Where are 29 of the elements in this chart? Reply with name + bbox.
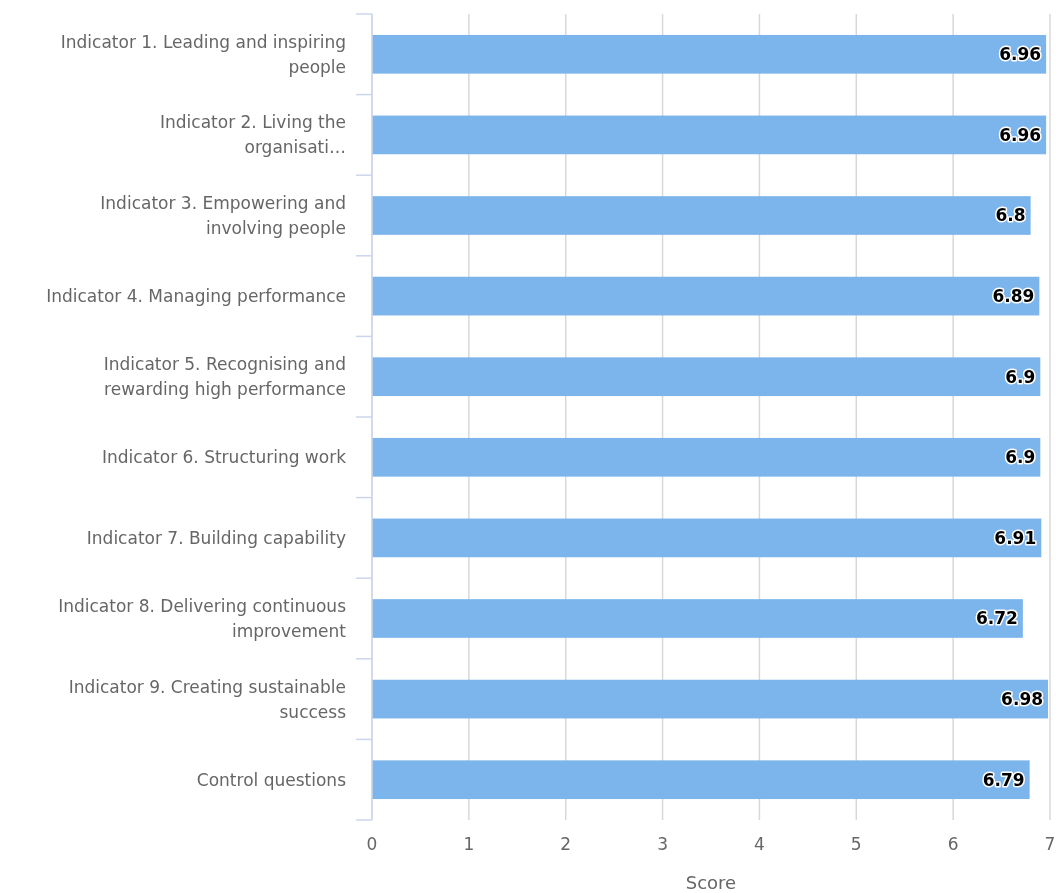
x-tick-label: 4 <box>754 834 765 854</box>
y-tick-label: Indicator 8. Delivering continuous improvement <box>58 595 347 641</box>
y-tick-label: Indicator 4. Managing performance <box>46 286 346 307</box>
x-tick-label: 7 <box>1044 834 1056 854</box>
x-axis-title: Score <box>685 872 737 893</box>
x-tick-label: 5 <box>850 834 862 854</box>
data-label: 6.98 <box>1001 689 1044 710</box>
x-tick-label: 1 <box>463 834 475 854</box>
data-label: 6.9 <box>1005 366 1036 387</box>
data-label: 6.9 <box>1005 447 1036 468</box>
data-label: 6.96 <box>999 44 1042 65</box>
y-tick-label: Indicator 2. Living the organisati… <box>160 112 346 158</box>
data-label: 6.8 <box>995 205 1026 226</box>
y-tick-label: Indicator 6. Structuring work <box>102 447 347 468</box>
x-tick-label: 0 <box>366 834 378 854</box>
x-tick-label: 2 <box>560 834 572 854</box>
x-tick-label: 3 <box>657 834 668 854</box>
y-tick-label: Control questions <box>196 769 347 790</box>
y-tick-label: Indicator 7. Building capability <box>86 527 346 548</box>
data-label: 6.79 <box>982 769 1025 790</box>
data-label: 6.72 <box>975 608 1018 629</box>
data-label: 6.91 <box>994 527 1037 548</box>
y-tick-label: Indicator 5. Recognising and rewarding high performance <box>103 354 346 400</box>
y-tick-label: Indicator 1. Leading and inspiring people <box>60 31 346 77</box>
data-label: 6.89 <box>992 286 1035 307</box>
y-tick-label: Indicator 9. Creating sustainable success <box>68 676 347 722</box>
x-tick-label: 6 <box>947 834 959 854</box>
y-tick-label: Indicator 3. Empowering and involving people <box>100 192 346 238</box>
data-label: 6.96 <box>999 124 1042 145</box>
